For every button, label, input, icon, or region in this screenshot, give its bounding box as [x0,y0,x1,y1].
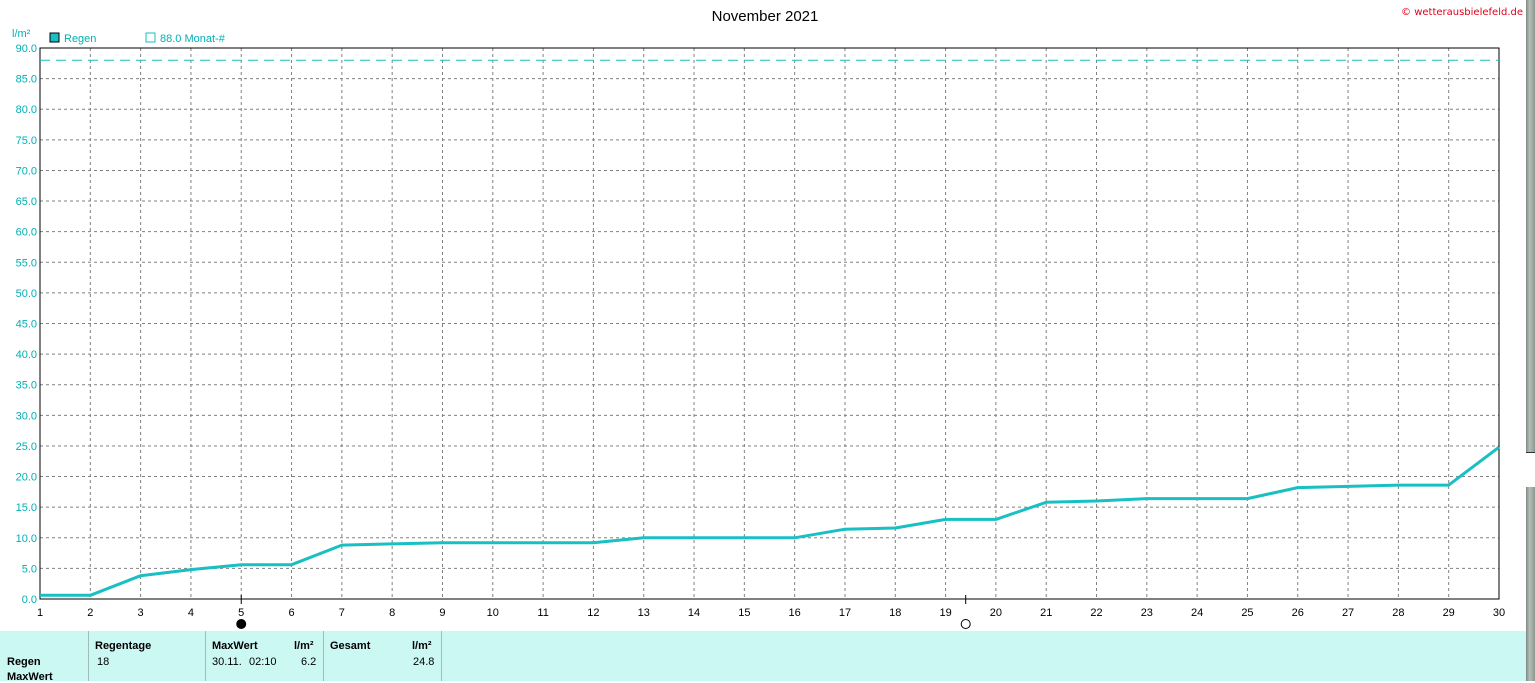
x-tick-label: 3 [138,607,144,619]
x-tick-label: 26 [1292,607,1304,619]
y-tick-label: 5.0 [22,563,37,575]
x-tick-label: 9 [439,607,445,619]
x-tick-label: 28 [1392,607,1404,619]
y-tick-label: 0.0 [22,594,37,606]
x-tick-label: 11 [537,607,548,619]
full-moon-icon [961,620,970,629]
x-tick-label: 23 [1141,607,1153,619]
x-tick-label: 12 [587,607,599,619]
x-tick-label: 27 [1342,607,1354,619]
legend-label-regen: Regen [64,33,96,45]
x-tick-label: 10 [487,607,499,619]
y-tick-label: 60.0 [16,227,37,239]
y-axis: 0.0 5.0 10.0 15.0 20.0 25.0 30.0 35.0 40.0 45.0 50… [16,43,37,606]
y-axis-unit: l/m² [12,28,31,40]
series-layer [40,60,1499,595]
y-tick-label: 50.0 [16,288,37,300]
x-tick-label: 13 [638,607,650,619]
y-tick-label: 70.0 [16,165,37,177]
maxwert-time: 02:10 [249,656,277,668]
y-tick-label: 45.0 [16,319,37,331]
x-tick-label: 16 [789,607,801,619]
row-label-maxwert: MaxWert [7,671,53,683]
stats-divider [323,631,324,681]
legend: Regen 88.0 Monat-# [50,33,226,45]
regentage-header: Regentage [95,640,151,652]
x-tick-label: 24 [1191,607,1203,619]
copyright-notice: © wetterausbielefeld.de [1401,7,1523,18]
y-tick-label: 35.0 [16,380,37,392]
stats-divider [88,631,89,681]
chart-title: November 2021 [712,8,819,25]
x-tick-label: 18 [889,607,901,619]
maxwert-header: MaxWert [212,640,258,652]
x-tick-label: 8 [389,607,395,619]
maxwert-value: 6.2 [301,656,316,668]
y-tick-label: 75.0 [16,135,37,147]
y-tick-label: 90.0 [16,43,37,55]
x-tick-label: 14 [688,607,700,619]
y-tick-label: 20.0 [16,472,37,484]
legend-swatch-regen [50,33,59,42]
gesamt-unit: l/m² [412,640,432,652]
y-tick-label: 10.0 [16,533,37,545]
rain-chart: November 2021 l/m² Regen 88.0 Monat-# 0.… [0,0,1526,631]
y-tick-label: 55.0 [16,257,37,269]
legend-swatch-monthly-mean [146,33,155,42]
x-tick-label: 1 [37,607,43,619]
x-tick-label: 15 [738,607,750,619]
statistics-panel: Regen MaxWert Regentage 18 MaxWert l/m² … [0,631,1526,681]
gesamt-header: Gesamt [330,640,370,652]
maxwert-date: 30.11. [212,656,242,668]
y-tick-label: 40.0 [16,349,37,361]
row-label-regen: Regen [7,656,41,668]
x-tick-label: 4 [188,607,194,619]
stats-divider [441,631,442,681]
x-tick-label: 21 [1040,607,1052,619]
x-tick-label: 2 [87,607,93,619]
maxwert-unit: l/m² [294,640,314,652]
stats-divider [205,631,206,681]
x-tick-label: 17 [839,607,851,619]
x-tick-label: 5 [238,607,244,619]
x-tick-label: 25 [1241,607,1253,619]
new-moon-icon [237,620,246,629]
x-tick-label: 30 [1493,607,1505,619]
regentage-value: 18 [97,656,109,668]
background-window-edge [1526,0,1535,681]
x-tick-label: 29 [1443,607,1455,619]
y-tick-label: 15.0 [16,502,37,514]
x-tick-label: 7 [339,607,345,619]
x-tick-label: 6 [288,607,294,619]
x-tick-label: 22 [1090,607,1102,619]
grid [40,48,1499,599]
legend-label-monthly-mean: 88.0 Monat-# [160,33,226,45]
y-tick-label: 25.0 [16,441,37,453]
y-tick-label: 80.0 [16,104,37,116]
background-window-fragment [1526,452,1535,487]
gesamt-value: 24.8 [413,656,434,668]
y-tick-label: 30.0 [16,410,37,422]
x-tick-label: 19 [939,607,951,619]
regen-series-line [40,447,1499,595]
x-tick-label: 20 [990,607,1002,619]
moon-phase-markers [237,595,970,629]
y-tick-label: 85.0 [16,74,37,86]
y-tick-label: 65.0 [16,196,37,208]
